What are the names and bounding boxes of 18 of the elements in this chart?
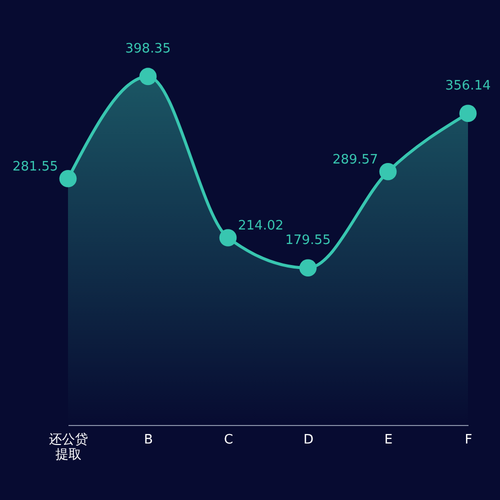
point	[59, 170, 77, 188]
data-label: 281.55	[12, 160, 58, 175]
x-tick-label: E	[384, 432, 393, 448]
x-tick-label: D	[303, 432, 314, 448]
x-tick-label: C	[224, 432, 234, 448]
point	[219, 229, 237, 246]
data-label: 398.35	[125, 41, 171, 56]
data-label: 289.57	[332, 152, 378, 168]
data-label: 356.14	[445, 78, 491, 94]
point	[139, 68, 157, 86]
x-tick-label: 还公贷提取	[49, 432, 88, 462]
point	[459, 104, 477, 122]
x-tick-label: F	[464, 432, 472, 448]
data-label: 214.02	[238, 218, 284, 234]
point	[299, 259, 317, 277]
data-label: 179.55	[285, 232, 331, 248]
point	[379, 162, 397, 180]
x-tick-label: B	[144, 432, 153, 448]
